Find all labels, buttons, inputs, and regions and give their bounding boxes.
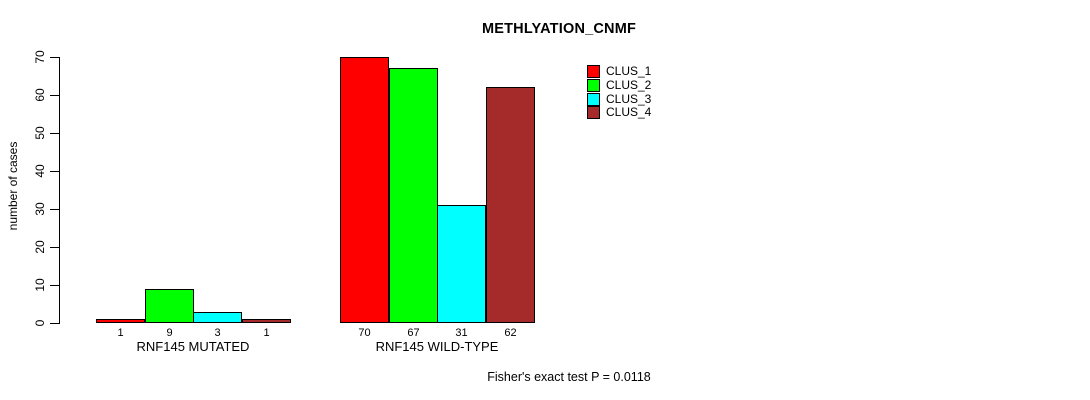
y-axis-tick (50, 209, 59, 210)
y-axis-tick-label: 50 (33, 126, 47, 140)
legend-item: CLUS_4 (587, 106, 651, 120)
bar-value-label: 70 (358, 327, 371, 339)
y-axis-tick-label: 60 (33, 88, 47, 102)
bar-value-label: 67 (407, 327, 420, 339)
bar-value-label: 3 (214, 327, 221, 339)
y-axis-tick-label: 20 (33, 240, 47, 254)
y-axis-tick (50, 247, 59, 248)
bar-value-label: 1 (263, 327, 270, 339)
y-axis-tick (50, 133, 59, 134)
bar-value-label: 1 (117, 327, 124, 339)
y-axis-tick (50, 323, 59, 324)
chart-title: METHLYATION_CNMF (481, 21, 637, 37)
legend-swatch-clus_4 (587, 106, 600, 120)
bar-clus_1 (96, 319, 145, 323)
y-axis-tick-label: 30 (33, 202, 47, 216)
bar-clus_4 (242, 319, 291, 323)
bar-clus_2 (389, 68, 438, 323)
legend-swatch-clus_2 (587, 79, 600, 93)
y-axis-tick-label: 0 (33, 319, 47, 327)
legend-swatch-clus_1 (587, 65, 600, 79)
x-group-label: RNF145 WILD-TYPE (375, 339, 499, 354)
bar-clus_1 (340, 57, 389, 323)
legend-item-label: CLUS_4 (606, 105, 652, 120)
legend-item-label: CLUS_1 (606, 64, 652, 79)
annotation-fisher-test: Fisher's exact test P = 0.0118 (487, 370, 651, 384)
legend-item-label: CLUS_3 (606, 91, 652, 106)
legend-swatch-clus_3 (587, 92, 600, 106)
bar-clus_4 (486, 87, 535, 323)
bar-value-label: 62 (504, 327, 517, 339)
y-axis-tick (50, 285, 59, 286)
bar-value-label: 9 (166, 327, 173, 339)
bar-clus_2 (145, 289, 194, 323)
y-axis-line (59, 57, 60, 324)
legend: CLUS_1 CLUS_2 CLUS_3 CLUS_4 (587, 65, 651, 120)
legend-item: CLUS_2 (587, 79, 651, 93)
bar-clus_3 (437, 205, 486, 323)
y-axis-tick-label: 10 (33, 278, 47, 292)
y-axis-tick-label: 40 (33, 164, 47, 178)
bar-value-label: 31 (455, 327, 468, 339)
y-axis-tick (50, 57, 59, 58)
legend-item: CLUS_1 (587, 65, 651, 79)
legend-item-label: CLUS_2 (606, 78, 652, 93)
y-axis-tick (50, 171, 59, 172)
bar-clus_3 (193, 312, 242, 323)
y-axis-tick-label: 70 (33, 50, 47, 64)
legend-item: CLUS_3 (587, 92, 651, 106)
x-group-label: RNF145 MUTATED (136, 339, 250, 354)
y-axis-label: number of cases (6, 141, 20, 231)
y-axis-tick (50, 95, 59, 96)
